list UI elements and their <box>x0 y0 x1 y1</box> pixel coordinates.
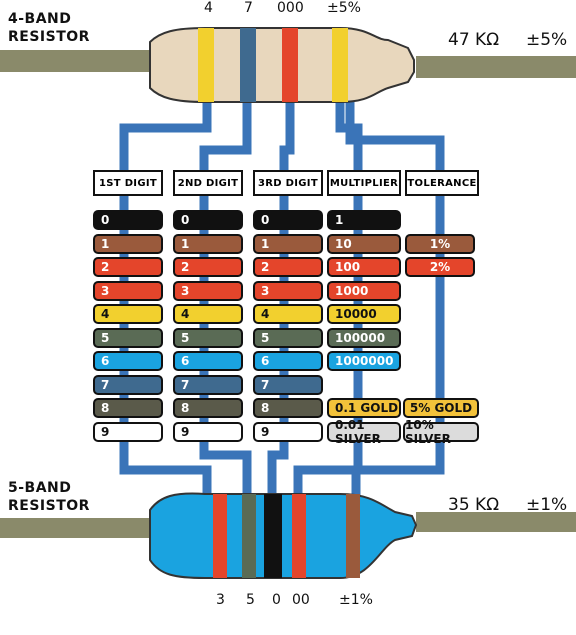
multiplier-chip-gold: 0.1 GOLD <box>327 398 401 418</box>
digit1-chip-3: 3 <box>93 280 163 301</box>
five-band-stripe-4 <box>292 494 306 578</box>
header-first-digit: 1ST DIGIT <box>93 170 163 196</box>
five-band-code-4: 00 <box>292 592 310 608</box>
multiplier-chip-6: 1000000 <box>327 351 401 371</box>
five-band-stripe-2 <box>242 494 256 578</box>
digit3-chip-9: 9 <box>253 421 323 442</box>
digit2-chip-3: 3 <box>173 280 243 301</box>
five-band-body <box>149 492 418 579</box>
multiplier-chip-silver: 0.01 SILVER <box>327 418 401 446</box>
header-third-digit: 3RD DIGIT <box>253 170 323 196</box>
digit2-chip-7: 7 <box>173 374 243 395</box>
trace-5 <box>345 95 445 545</box>
five-band-title: 5-BAND RESISTOR <box>8 479 90 515</box>
five-band-stripe-5 <box>346 494 360 578</box>
four-band-title: 4-BAND RESISTOR <box>8 10 90 46</box>
digit2-chip-1: 1 <box>173 233 243 254</box>
five-band-title-line2: RESISTOR <box>8 498 90 514</box>
five-band-right-lead <box>416 512 576 532</box>
four-band-stripe-4 <box>332 28 348 102</box>
four-band-code-2: 7 <box>244 0 253 16</box>
digit1-chip-2: 2 <box>93 257 163 277</box>
five-band-left-lead <box>0 518 160 538</box>
digit1-chip-4: 4 <box>93 304 163 324</box>
four-band-title-line2: RESISTOR <box>8 29 90 45</box>
multiplier-chip-2: 100 <box>327 257 401 277</box>
tolerance-chip-silver: 10% SILVER <box>403 418 479 446</box>
digit1-chip-1: 1 <box>93 233 163 254</box>
digit3-chip-6: 6 <box>253 351 323 371</box>
digit3-chip-8: 8 <box>253 398 323 418</box>
digit2-chip-2: 2 <box>173 257 243 277</box>
digit2-chip-0: 0 <box>173 210 243 230</box>
five-band-value: 35 KΩ <box>448 495 500 515</box>
five-band-code-3: 0 <box>272 592 281 608</box>
digit3-chip-3: 3 <box>253 280 323 301</box>
digit1-chip-9: 9 <box>93 421 163 442</box>
digit1-chip-5: 5 <box>93 327 163 348</box>
header-tolerance: TOLERANCE <box>405 170 479 196</box>
five-band-code-2: 5 <box>246 592 255 608</box>
multiplier-chip-4: 10000 <box>327 304 401 324</box>
digit2-chip-6: 6 <box>173 351 243 371</box>
four-band-stripe-3 <box>282 28 298 102</box>
header-second-digit: 2ND DIGIT <box>173 170 243 196</box>
digit3-chip-0: 0 <box>253 210 323 230</box>
four-band-code-3: 000 <box>277 0 304 16</box>
four-band-code-4: ±5% <box>327 0 361 16</box>
five-band-stripe-1 <box>213 494 227 578</box>
digit3-chip-2: 2 <box>253 257 323 277</box>
digit1-chip-8: 8 <box>93 398 163 418</box>
digit3-chip-4: 4 <box>253 304 323 324</box>
digit3-chip-5: 5 <box>253 327 323 348</box>
multiplier-chip-3: 1000 <box>327 280 401 301</box>
trace-2 <box>199 95 252 545</box>
four-band-left-lead <box>0 50 160 72</box>
digit1-chip-6: 6 <box>93 351 163 371</box>
tolerance-chip-red: 2% <box>405 257 475 277</box>
four-band-value: 47 KΩ <box>448 30 500 50</box>
multiplier-chip-1: 10 <box>327 233 401 254</box>
four-band-tolerance: ±5% <box>526 30 568 50</box>
four-band-right-lead <box>416 56 576 78</box>
digit1-chip-7: 7 <box>93 374 163 395</box>
five-band-title-line1: 5-BAND <box>8 480 72 496</box>
five-band-code-5: ±1% <box>339 592 373 608</box>
digit2-chip-4: 4 <box>173 304 243 324</box>
digit2-chip-5: 5 <box>173 327 243 348</box>
digit2-chip-8: 8 <box>173 398 243 418</box>
four-band-code-1: 4 <box>204 0 213 16</box>
tolerance-chip-brown: 1% <box>405 233 475 254</box>
digit1-chip-0: 0 <box>93 210 163 230</box>
four-band-stripe-2 <box>240 28 256 102</box>
trace-3 <box>267 95 295 545</box>
tolerance-chip-gold: 5% GOLD <box>403 398 479 418</box>
digit2-chip-9: 9 <box>173 421 243 442</box>
four-band-stripe-1 <box>198 28 214 102</box>
digit3-chip-1: 1 <box>253 233 323 254</box>
four-band-title-line1: 4-BAND <box>8 11 72 27</box>
multiplier-chip-0: 1 <box>327 210 401 230</box>
header-multiplier: MULTIPLIER <box>327 170 401 196</box>
five-band-code-1: 3 <box>216 592 225 608</box>
five-band-stripe-3 <box>264 494 282 578</box>
digit3-chip-7: 7 <box>253 374 323 395</box>
multiplier-chip-5: 100000 <box>327 327 401 348</box>
five-band-tolerance: ±1% <box>526 495 568 515</box>
